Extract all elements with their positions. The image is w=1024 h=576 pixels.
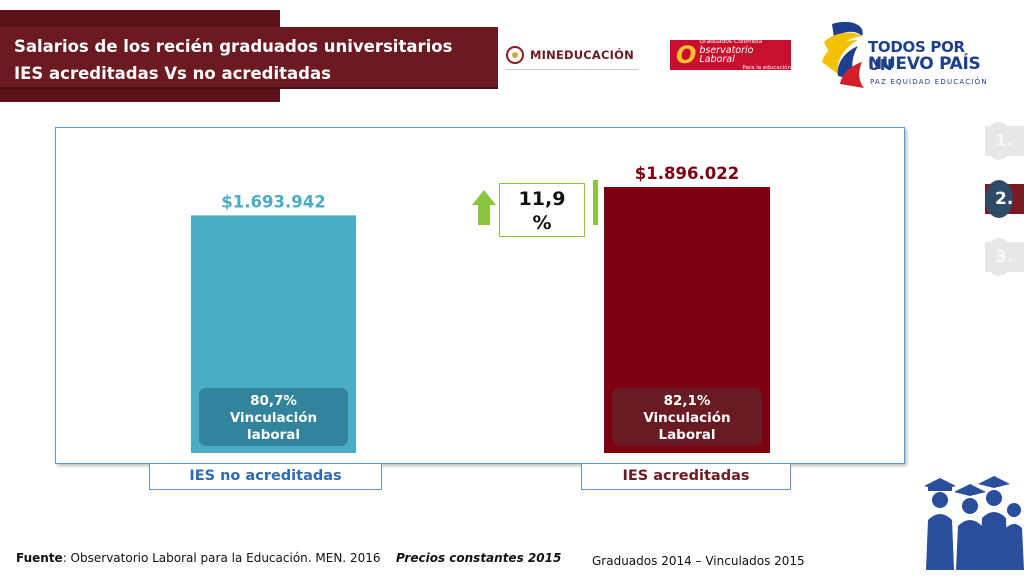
difference-unit: % [532,212,552,234]
cohort-note: Graduados 2014 – Vinculados 2015 [592,554,805,568]
difference-label: 11,9 % [499,183,585,237]
observatorio-main-text: bservatorio Laboral [699,45,754,65]
category-label-acreditadas: IES acreditadas [581,463,791,490]
todos-por-un-nuevo-pais-logo: TODOS POR UN NUEVO PAÍS PAZ EQUIDAD EDUC… [818,18,988,90]
bar-value-label-1: $1.896.022 [635,164,739,183]
vinculacion-box-0 [199,388,348,446]
page-title-line2: IES acreditadas Vs no acreditadas [14,64,331,83]
todos-line3: PAZ EQUIDAD EDUCACIÓN [870,78,988,86]
bar-value-label-0: $1.693.942 [221,192,325,211]
side-nav-item-2[interactable]: 2. [985,180,1024,218]
todos-line2: NUEVO PAÍS [868,54,981,74]
graduates-icon [924,476,1024,570]
vinculacion-text-0-0: 80,7% [250,393,297,409]
vinculacion-box-1 [612,388,762,446]
vinculacion-text-1-0: 82,1% [664,393,711,409]
title-banner: Salarios de los recién graduados univers… [0,27,498,89]
side-nav-label-2: 2. [995,189,1014,209]
prices-note: Precios constantes 2015 [396,551,562,565]
mineducacion-logo: MINEDUCACIÓN [506,40,638,70]
observatorio-initial: O [676,41,697,69]
side-nav-label-1: 1. [995,131,1014,151]
growth-arrow-right-icon [593,180,598,225]
side-nav-item-3[interactable]: 3. [985,238,1024,276]
vinculacion-text-1-1: Vinculación [643,410,730,426]
side-nav-item-1[interactable]: 1. [985,122,1024,160]
side-nav-label-3: 3. [995,247,1014,267]
todos-line1: TODOS POR UN [868,38,965,74]
mineducacion-logo-text: MINEDUCACIÓN [530,47,634,62]
difference-value: 11,9 [518,188,566,210]
observatorio-laboral-logo: O Graduados Colombia bservatorio Laboral… [670,38,791,71]
colombia-seal-icon [506,45,524,64]
vinculacion-text-1-2: Laboral [658,427,715,443]
observatorio-small-text: Graduados Colombia [699,38,763,45]
observatorio-sub-text: Para la educación [742,65,791,71]
source-text: : Observatorio Laboral para la Educación… [62,551,381,565]
vinculacion-text-0-1: Vinculación [230,410,317,426]
growth-arrow-left-icon [472,190,496,225]
category-label-no-acreditadas: IES no acreditadas [149,463,382,490]
colombia-swoosh-icon [822,21,864,88]
vinculacion-text-0-2: laboral [247,427,300,443]
source-note: Fuente: Observatorio Laboral para la Edu… [16,551,380,565]
page-title-line1: Salarios de los recién graduados univers… [14,37,453,56]
source-label: Fuente [16,551,63,565]
